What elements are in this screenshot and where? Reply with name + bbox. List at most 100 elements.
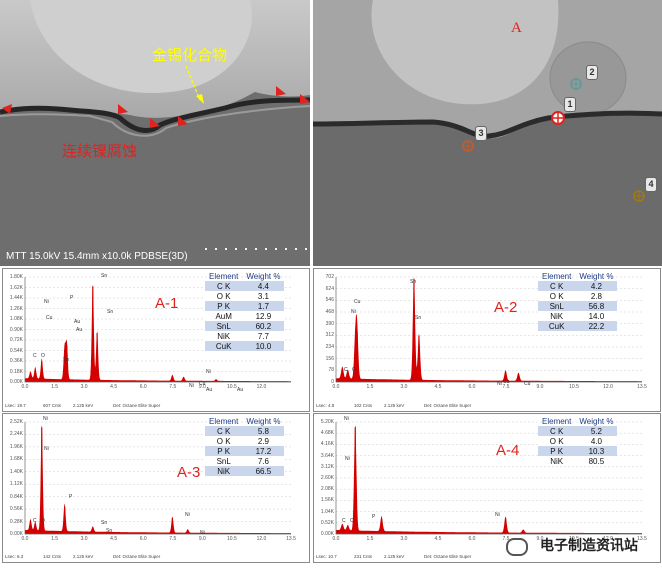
y-tick-label: 1.40K xyxy=(9,468,23,475)
table-row: O K 4.0 xyxy=(538,436,618,446)
peak-element-label: Ni xyxy=(206,369,211,375)
eds-panel-a1: 0.00K 0.18K 0.36K 0.54K 0.72K 0.90K 1.08K 1.26K… xyxy=(2,268,310,412)
table-row: SnL 7.6 xyxy=(205,456,285,466)
weight-cell: 1.7 xyxy=(242,301,285,311)
corrosion-label: 连续镍腐蚀 xyxy=(62,144,138,160)
x-tick-label: 4.5 xyxy=(110,384,118,390)
status-field: Det: Octane Elite Super xyxy=(113,554,161,559)
peak-element-label: Sn xyxy=(63,357,70,363)
sem-image-left: 金锡化合物 连续镍腐蚀 MTT 15.0kV 15.4mm x10.0k PDB… xyxy=(0,0,310,266)
x-tick-label: 6.0 xyxy=(468,536,476,542)
peak-element-label: Sn xyxy=(415,315,422,321)
y-tick-label: 2.52K xyxy=(9,419,23,425)
table-row: C K 4.2 xyxy=(538,281,618,291)
weight-cell: 5.8 xyxy=(242,426,285,436)
sem-left-graphic xyxy=(0,0,310,266)
y-tick-label: 0.18K xyxy=(9,368,23,375)
weight-cell: 80.5 xyxy=(575,456,618,466)
peak-element-label: Ni xyxy=(495,512,500,518)
x-tick-label: 13.5 xyxy=(637,384,647,390)
element-cell: O K xyxy=(538,436,576,446)
x-tick-label: 6.0 xyxy=(139,384,147,390)
weight-cell: 3.1 xyxy=(242,291,285,301)
weight-cell: 4.0 xyxy=(575,436,618,446)
weight-cell: 22.2 xyxy=(575,321,618,331)
sem-right-graphic xyxy=(313,0,662,266)
eds-spectrum-svg xyxy=(335,421,642,535)
y-tick-label: 1.56K xyxy=(320,497,334,504)
peak-element-label: O xyxy=(352,367,356,373)
table-header-cell: Weight % xyxy=(579,271,614,281)
peak-element-label: Cu xyxy=(503,379,510,385)
y-tick-label: 2.60K xyxy=(320,475,334,481)
y-tick-label: 1.62K xyxy=(9,284,23,291)
peak-element-label: Ni xyxy=(345,456,350,462)
x-tick-label: 0.0 xyxy=(332,536,340,542)
spot-tag-3: 3 xyxy=(475,126,487,141)
table-row: SnL 56.8 xyxy=(538,301,618,311)
y-tick-label: 312 xyxy=(325,332,334,339)
peak-element-label: Ni xyxy=(44,299,49,305)
peak-element-label: Ni xyxy=(344,416,349,422)
table-header-row: Element Weight % xyxy=(538,416,617,426)
x-tick-label: 4.5 xyxy=(434,384,442,390)
element-cell: NiK xyxy=(205,466,243,476)
imc-label: 金锡化合物 xyxy=(152,48,228,64)
element-cell: P K xyxy=(205,301,243,311)
spot-title: A-3 xyxy=(177,464,201,481)
area-a-label: A xyxy=(511,20,522,36)
composition-table: Element Weight % C K 4.4 O K 3.1 P K 1.7 AuM 12.9… xyxy=(205,271,285,351)
x-tick-label: 3.0 xyxy=(80,384,88,390)
plot-axes xyxy=(24,422,291,535)
table-header-cell: Element xyxy=(542,271,572,281)
element-cell: AuM xyxy=(205,311,243,321)
peak-element-label: Cu xyxy=(46,315,53,321)
y-tick-label: 0.00K xyxy=(9,531,23,537)
peak-element-label: Sn xyxy=(410,279,417,285)
y-tick-label: 0 xyxy=(331,379,334,385)
eds-panel-a3: 0.00K 0.28K 0.56K 0.84K 1.12K 1.40K 1.68K 1.96K… xyxy=(2,413,310,563)
element-cell: NiK xyxy=(205,331,243,341)
eds-spectrum-svg xyxy=(24,276,291,383)
x-tick-label: 0.0 xyxy=(21,536,29,542)
y-tick-label: 1.68K xyxy=(9,456,23,463)
x-tick-label: 4.5 xyxy=(434,536,442,542)
x-tick-label: 12.0 xyxy=(603,384,613,390)
weight-cell: 66.5 xyxy=(242,466,285,476)
y-tick-label: 2.24K xyxy=(9,431,23,438)
peak-element-label: Au xyxy=(237,387,244,393)
element-cell: SnL xyxy=(205,456,243,466)
weight-cell: 2.8 xyxy=(575,291,618,301)
status-field: 607 Cnts xyxy=(43,403,62,408)
y-tick-label: 0.28K xyxy=(9,518,23,525)
status-field: Lsec: 10.7 xyxy=(316,554,337,559)
y-tick-label: 1.44K xyxy=(9,295,23,301)
y-tick-label: 78 xyxy=(328,367,334,374)
status-field: Lsec: 4.8 xyxy=(316,403,335,408)
status-field: 2.125 keV xyxy=(73,554,94,559)
peak-element-label: Ni xyxy=(351,309,356,315)
table-header-row: Element Weight % xyxy=(205,271,284,281)
peak-element-label: Sn xyxy=(106,528,113,534)
x-tick-label: 7.5 xyxy=(502,384,510,390)
x-tick-label: 1.5 xyxy=(366,384,374,390)
y-tick-label: 3.64K xyxy=(320,452,334,459)
table-row: CuK 10.0 xyxy=(205,341,285,351)
table-row: AuM 12.9 xyxy=(205,311,285,321)
weight-cell: 10.0 xyxy=(242,341,285,351)
weight-cell: 10.3 xyxy=(575,446,618,456)
y-tick-label: 702 xyxy=(325,274,334,280)
peak-element-label: O xyxy=(41,353,45,359)
y-tick-label: 4.68K xyxy=(320,430,334,437)
x-tick-label: 1.5 xyxy=(51,384,59,390)
peak-element-label: Cu xyxy=(199,381,206,387)
peak-element-label: Ni xyxy=(44,446,49,452)
table-row: O K 2.8 xyxy=(538,291,618,301)
status-field: Lsec: 6.3 xyxy=(5,554,24,559)
table-row: P K 10.3 xyxy=(538,446,618,456)
status-field: 2.125 keV xyxy=(73,403,94,408)
y-tick-label: 0.52K xyxy=(320,519,334,526)
y-tick-label: 390 xyxy=(325,320,334,327)
x-tick-label: 3.0 xyxy=(400,536,408,542)
element-cell: P K xyxy=(538,446,576,456)
